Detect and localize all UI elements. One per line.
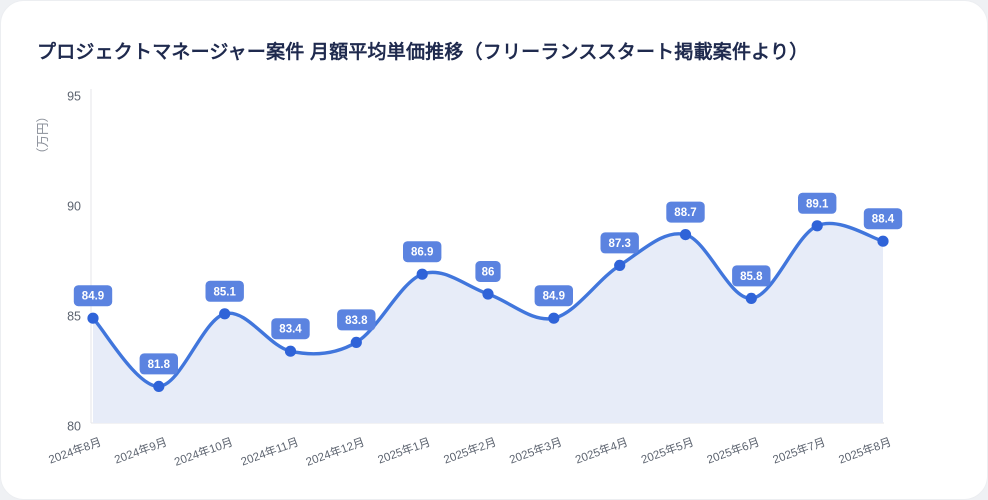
value-badge-text: 85.8 (740, 271, 763, 283)
value-badge-background (337, 309, 376, 331)
data-point[interactable] (350, 336, 362, 348)
value-badge: 83.8 (337, 309, 376, 331)
value-badge-background (863, 208, 903, 230)
value-badge: 88.4 (863, 208, 903, 230)
value-badge-background (73, 285, 113, 307)
value-badge-background (732, 265, 771, 287)
value-badge-background (475, 261, 501, 282)
value-badge-text: 85.1 (214, 286, 237, 298)
value-badge-background (205, 280, 244, 302)
value-badge-text: 83.4 (279, 324, 302, 336)
value-badge-background (403, 241, 442, 263)
x-tick-label: 2024年8月 (47, 435, 103, 467)
value-badge: 85.1 (205, 280, 244, 302)
value-badge-background (271, 318, 310, 340)
value-badge-background (600, 232, 639, 254)
value-badge: 89.1 (798, 192, 837, 214)
y-axis-unit-label: （万円） (36, 110, 50, 160)
data-point[interactable] (548, 312, 560, 324)
value-badge-text: 88.7 (674, 207, 696, 219)
value-badge-text: 88.4 (872, 214, 895, 226)
data-point[interactable] (877, 235, 889, 247)
x-tick-label: 2025年8月 (837, 435, 893, 467)
y-tick-label: 95 (67, 90, 81, 104)
value-badge: 84.9 (73, 285, 113, 307)
value-badge-text: 86 (482, 267, 495, 279)
value-badge-text: 84.9 (543, 291, 565, 303)
value-badge: 85.8 (732, 265, 771, 287)
x-tick-label: 2025年4月 (573, 435, 629, 467)
data-point[interactable] (219, 308, 231, 320)
data-point[interactable] (416, 268, 428, 280)
value-badge: 86.9 (403, 241, 442, 263)
data-point[interactable] (614, 259, 626, 271)
x-tick-label: 2025年6月 (705, 435, 761, 467)
data-point[interactable] (679, 229, 692, 241)
x-tick-label: 2024年9月 (112, 435, 168, 467)
y-tick-label: 90 (67, 200, 81, 214)
data-point[interactable] (482, 288, 494, 300)
chart-title: プロジェクトマネージャー案件 月額平均単価推移（フリーランススタート掲載案件より… (37, 42, 809, 63)
area-fill (93, 223, 883, 423)
data-point[interactable] (745, 292, 757, 304)
value-badge-text: 83.8 (345, 315, 368, 327)
x-tick-label: 2024年12月 (304, 435, 366, 469)
value-badge-text: 87.3 (609, 238, 631, 250)
data-point[interactable] (153, 380, 165, 392)
x-tick-label: 2025年7月 (771, 435, 827, 467)
value-badge: 81.8 (139, 353, 178, 375)
data-point[interactable] (811, 220, 823, 232)
x-tick-label: 2025年5月 (639, 435, 695, 467)
value-badge-background (798, 192, 837, 214)
y-tick-label: 80 (67, 420, 81, 434)
y-tick-label: 85 (67, 310, 81, 324)
value-badge-text: 84.9 (82, 291, 104, 303)
x-tick-label: 2025年3月 (507, 435, 563, 467)
value-badge-text: 81.8 (148, 359, 171, 371)
value-badge: 84.9 (534, 285, 573, 307)
value-badge-background (666, 201, 705, 223)
value-badge-background (139, 353, 178, 375)
value-badge: 88.7 (666, 201, 705, 223)
value-badge: 87.3 (600, 232, 639, 254)
x-tick-label: 2024年11月 (239, 435, 301, 469)
value-badge: 86 (475, 261, 501, 282)
x-tick-label: 2025年2月 (442, 435, 498, 467)
x-tick-label: 2025年1月 (376, 435, 432, 467)
value-badge-text: 86.9 (411, 247, 433, 259)
value-badge-text: 89.1 (806, 198, 829, 210)
x-tick-label: 2024年10月 (172, 435, 234, 469)
value-badge-background (534, 285, 573, 307)
value-badge: 83.4 (271, 318, 310, 340)
data-point[interactable] (284, 345, 297, 357)
data-point[interactable] (87, 312, 99, 324)
